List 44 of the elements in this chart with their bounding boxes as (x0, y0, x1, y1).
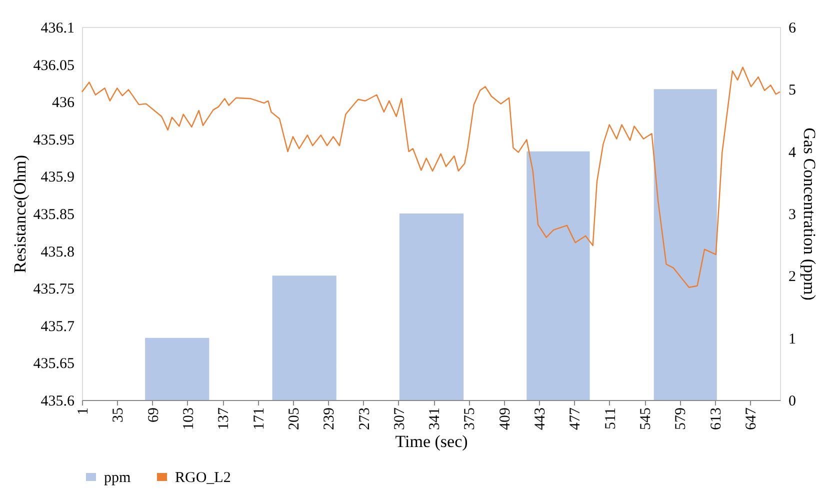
y-tick-label: 435.7 (40, 318, 75, 335)
y-tick-label: 435.8 (40, 244, 74, 260)
y-tick-label: 436.05 (33, 58, 74, 74)
x-tick-label: 579 (673, 408, 690, 430)
x-tick-label: 375 (462, 408, 478, 430)
x-tick-label: 1 (76, 408, 92, 415)
y-tick-label: 435.75 (33, 282, 74, 298)
y2-tick-label: 5 (788, 82, 796, 99)
x-tick-label: 307 (392, 407, 408, 430)
legend-label: RGO_L2 (175, 470, 231, 486)
y2-tick-label: 2 (788, 269, 796, 286)
x-tick-label: 239 (322, 408, 338, 430)
x-tick-label: 409 (497, 408, 514, 430)
y-tick-label: 435.85 (33, 207, 74, 223)
x-tick-label: 647 (744, 407, 760, 430)
x-axis-title: Time (sec) (395, 432, 468, 451)
x-tick-label: 69 (146, 408, 162, 422)
x-tick-label: 511 (602, 408, 619, 430)
y-tick-label: 435.6 (40, 394, 75, 410)
x-tick-label: 103 (180, 408, 197, 430)
y-tick-label: 436.1 (40, 20, 74, 36)
x-tick-label: 137 (216, 407, 232, 430)
y-tick-label: 435.65 (33, 356, 74, 372)
x-tick-label: 443 (532, 408, 549, 430)
y-tick-label: 436 (52, 95, 75, 112)
y-tick-label: 435.9 (40, 170, 74, 186)
legend-label: ppm (104, 470, 131, 486)
x-tick-label: 341 (427, 408, 444, 430)
y2-tick-label: 1 (788, 331, 796, 348)
y2-tick-label: 0 (788, 394, 796, 410)
y-tick-label: 435.95 (33, 132, 74, 148)
y-axis-title: Resistance(Ohm) (10, 154, 30, 274)
x-tick-label: 545 (638, 408, 654, 430)
y2-tick-label: 4 (788, 144, 796, 161)
y2-tick-label: 3 (788, 207, 796, 223)
x-tick-label: 273 (356, 408, 373, 430)
x-tick-label: 477 (568, 407, 584, 430)
x-tick-label: 613 (708, 408, 724, 430)
x-tick-label: 35 (110, 408, 127, 422)
y2-tick-label: 6 (788, 20, 796, 36)
x-tick-label: 205 (286, 408, 302, 430)
y2-axis-title: Gas Concentration (ppm) (800, 128, 819, 300)
x-tick-label: 171 (251, 408, 268, 430)
line-series (81, 66, 781, 288)
